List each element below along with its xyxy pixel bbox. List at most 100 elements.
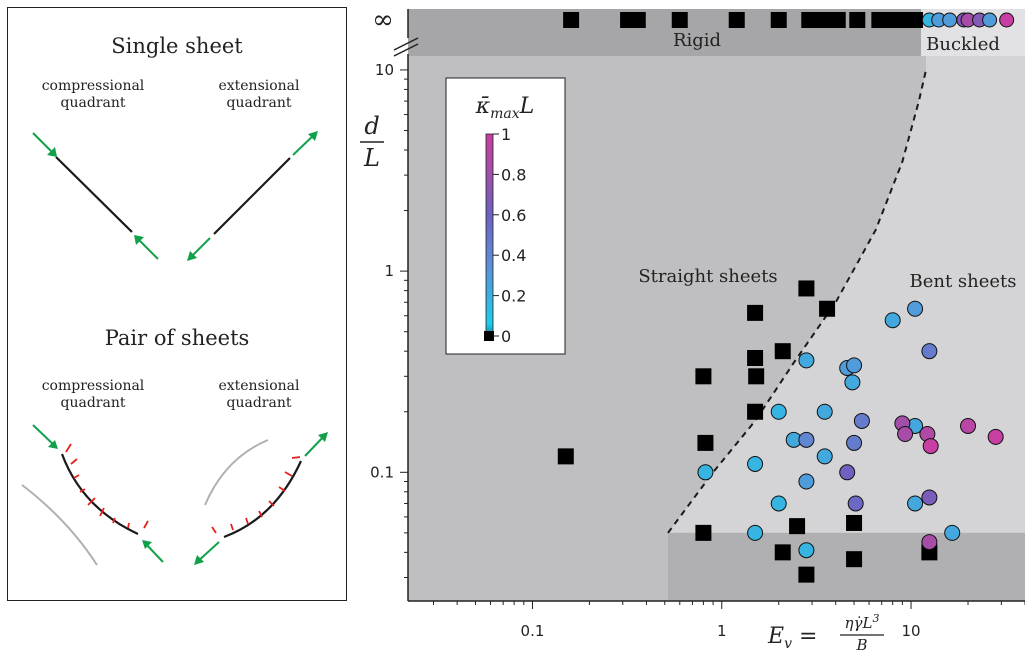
bent-circle [846, 357, 863, 374]
single-comp-arrowhead-1 [47, 147, 57, 157]
force-arrow [211, 526, 217, 534]
bent-circle [853, 412, 870, 429]
straight-square [695, 368, 712, 385]
bent-circle [960, 417, 977, 434]
rigid-square [829, 12, 846, 28]
bent-circle [770, 403, 787, 420]
bent-circle [770, 495, 787, 512]
region-label-rigid: Rigid [673, 30, 721, 51]
rigid-square [728, 12, 745, 28]
straight-square [748, 368, 765, 385]
straight-square [774, 343, 791, 360]
straight-square [798, 566, 815, 583]
x-label-numerator: ηγ̇L3 [845, 612, 880, 632]
straight-square [747, 304, 764, 321]
rigid-square [892, 12, 909, 28]
pair-ext-label-1: extensional [218, 378, 300, 394]
y-tick-label: 0.1 [370, 463, 394, 481]
pair-ext-sheet [223, 460, 303, 539]
x-label-denominator: B [855, 636, 867, 652]
colorbar-tick-label: 0.8 [501, 165, 526, 184]
y-tick-label: 10 [375, 61, 394, 79]
colorbar-box [445, 77, 566, 355]
bent-circle [907, 495, 924, 512]
pair-ext-force-arrows [211, 456, 301, 534]
colorbar-tick-label: 0.4 [501, 246, 526, 265]
force-arrow [291, 456, 301, 459]
axis-break-mark [393, 37, 419, 57]
pair-comp-arrowhead-2 [142, 540, 152, 549]
buckled-circle [942, 12, 958, 28]
bent-circle [944, 524, 961, 541]
straight-square [747, 403, 764, 420]
y-tick-infinity: ∞ [372, 5, 394, 35]
single-comp-label-2: quadrant [61, 95, 126, 111]
pair-ext-arrowhead-1 [318, 432, 328, 442]
colorbar-zero-swatch [484, 331, 494, 341]
y-tick-label: 1 [384, 262, 394, 280]
force-arrow [127, 522, 130, 529]
force-arrow [143, 520, 149, 529]
bent-circle [839, 464, 856, 481]
single-comp-label-1: compressional [42, 78, 145, 94]
bent-circle [816, 448, 833, 465]
straight-square [774, 544, 791, 561]
pair-comp-arrowhead-1 [48, 440, 58, 449]
axes: 0.1 1 10 0.1 1 10 [370, 9, 1025, 640]
rigid-square [879, 12, 896, 28]
bent-circle [798, 431, 815, 448]
rigid-square [671, 12, 688, 28]
x-tick-label: 0.1 [521, 622, 545, 640]
region-label-buckled: Buckled [926, 34, 1000, 55]
colorbar-tick-label: 0.6 [501, 206, 526, 225]
pair-ext-ghost-sheet [204, 439, 269, 506]
straight-square [798, 280, 815, 297]
force-arrow [70, 458, 78, 465]
straight-square [697, 434, 714, 451]
straight-square [819, 300, 836, 317]
colorbar-ticks: 0 0.2 0.4 0.6 0.8 1 [493, 125, 526, 346]
colorbar-legend: κ̄maxL 00.20.40.60.81 [445, 77, 566, 355]
single-comp-arrowhead-2 [134, 235, 144, 245]
pair-comp-ghost-sheet [21, 484, 98, 566]
force-arrow [87, 497, 96, 506]
force-arrow [65, 443, 72, 453]
colorbar-gradient [485, 133, 494, 335]
force-arrow [278, 486, 286, 492]
force-arrow [112, 517, 116, 524]
rigid-square [907, 12, 924, 28]
rigid-square [563, 12, 580, 28]
axis-break-line [393, 37, 419, 51]
data-marks [557, 12, 1015, 583]
bent-circle [846, 434, 863, 451]
x-tick-label: 1 [717, 622, 727, 640]
force-arrow [268, 500, 275, 507]
single-ext-label-2: quadrant [227, 95, 292, 111]
bent-circle [798, 352, 815, 369]
bent-circle [921, 343, 938, 360]
pair-ext-arrowhead-2 [194, 555, 204, 565]
bent-circle [747, 524, 764, 541]
bent-circle [847, 495, 864, 512]
buckled-circle [999, 12, 1015, 28]
force-arrow [245, 517, 249, 525]
schematic-panel: Single sheet compressional quadrant exte… [7, 7, 347, 601]
y-axis-label: d L [360, 112, 384, 172]
single-comp-sheet [55, 156, 133, 233]
y-label-numerator: d [364, 112, 379, 140]
pair-comp-label-2: quadrant [61, 395, 126, 411]
x-axis-label: Ev = ηγ̇L3 B [767, 612, 884, 652]
x-tick-label: 10 [901, 622, 920, 640]
rigid-square [629, 12, 646, 28]
bent-circle [907, 300, 924, 317]
straight-square [747, 349, 764, 366]
force-arrow [79, 488, 86, 493]
bent-circle [922, 438, 939, 455]
straight-square [695, 524, 712, 541]
force-arrow [73, 474, 80, 479]
straight-square [846, 514, 863, 531]
bent-circle [798, 473, 815, 490]
phase-diagram: Rigid Buckled Straight sheets Bent sheet… [360, 5, 1025, 652]
bent-circle [697, 464, 714, 481]
bent-circle [747, 455, 764, 472]
